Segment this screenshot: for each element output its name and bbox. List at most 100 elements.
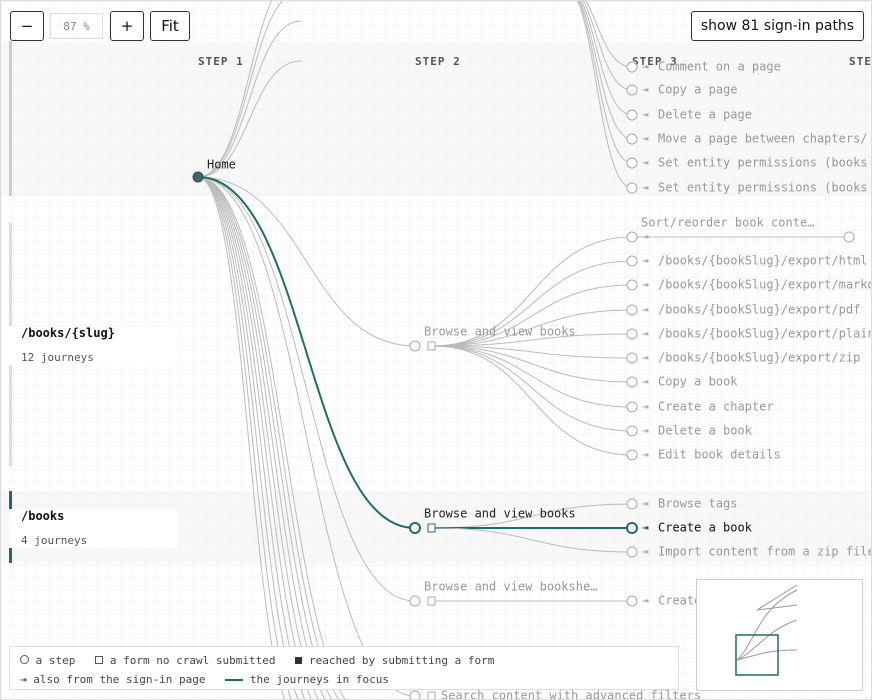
signin-icon: ⇥ — [642, 594, 649, 607]
edge — [432, 345, 633, 456]
edge — [197, 60, 302, 178]
signin-icon: ⇥ — [642, 400, 649, 413]
edge — [578, 1, 633, 164]
signin-icon: ⇥ — [642, 424, 649, 437]
node — [626, 133, 638, 145]
node — [192, 171, 204, 183]
zoom-out[interactable]: − — [10, 11, 44, 41]
sign-in-button[interactable]: show 81 sign-in paths — [691, 11, 864, 41]
group: /books 4 journeys — [9, 509, 177, 548]
node-label: Browse and view books — [424, 325, 576, 339]
node-label: Browse and view books — [424, 507, 576, 521]
edge — [432, 284, 633, 347]
edge — [197, 176, 416, 602]
edge — [585, 1, 633, 68]
node-label: /books/{bookSlug}/export/html — [658, 254, 868, 268]
step-header: STEP 1 — [198, 55, 244, 68]
node — [409, 690, 421, 699]
edge — [432, 309, 633, 347]
node-label: Import content from a zip file — [658, 545, 872, 559]
node — [626, 522, 638, 534]
minimap — [696, 579, 863, 691]
edge — [580, 1, 633, 116]
step-header: STEP 2 — [415, 55, 461, 68]
node-label: Move a page between chapters/ — [658, 132, 868, 146]
node-label: /books/{bookSlug}/export/pdf — [658, 303, 860, 317]
node-label: Copy a book — [658, 375, 738, 389]
node-label: Create a chapter — [658, 400, 774, 414]
group-bar — [9, 41, 12, 196]
node — [626, 84, 638, 96]
legend-item: a form no crawl submitted — [109, 654, 276, 667]
node — [626, 401, 638, 413]
legend-item: the journeys in focus — [249, 673, 390, 686]
edge — [197, 20, 302, 178]
edge — [197, 176, 312, 699]
group-count: 4 journeys — [21, 534, 88, 547]
signin-icon: ⇥ — [642, 497, 649, 510]
node — [626, 595, 638, 607]
edge — [432, 503, 633, 529]
node — [626, 498, 638, 510]
group-title: /books/{slug} — [21, 326, 115, 340]
form — [427, 596, 436, 606]
edge — [432, 333, 633, 347]
edge — [432, 527, 633, 553]
fit[interactable]: Fit — [150, 11, 190, 41]
legend: a step a form no crawl submitted reached… — [9, 646, 679, 690]
edge — [197, 1, 273, 178]
legend-item: reached by submitting a form — [308, 654, 495, 667]
node — [843, 231, 855, 243]
edge — [579, 1, 633, 140]
signin-icon: ⇥ — [642, 278, 649, 291]
node — [626, 255, 638, 267]
node — [409, 595, 421, 607]
edge — [432, 260, 633, 347]
node-label: /books/{bookSlug}/export/markdown — [658, 278, 872, 292]
zoom-value[interactable]: 87 % — [50, 13, 103, 39]
node-label: /books/{bookSlug}/export/zip — [658, 351, 860, 365]
edge — [197, 176, 416, 347]
edge — [432, 345, 633, 432]
band — [1, 41, 871, 196]
node — [409, 340, 421, 352]
signin-icon: ⇥ — [642, 327, 649, 340]
node-label: Edit book details — [658, 448, 781, 462]
node — [626, 449, 638, 461]
node — [626, 279, 638, 291]
edge — [197, 176, 299, 699]
node-label: Set entity permissions (books — [658, 181, 868, 195]
signin-icon: ⇥ — [642, 254, 649, 267]
edge — [197, 176, 339, 699]
step-header: STEP 3 — [632, 55, 678, 68]
signin-icon: ⇥ — [642, 351, 649, 364]
edge — [197, 176, 333, 699]
group-title: /books — [21, 509, 65, 523]
node-label: Search content with advanced filters — [441, 689, 701, 700]
node — [626, 109, 638, 121]
group: /books/{slug} 12 journeys — [9, 326, 177, 365]
edge — [577, 1, 633, 189]
node — [409, 522, 421, 534]
node — [626, 328, 638, 340]
node-label: Browse and view bookshe… — [424, 580, 597, 594]
node-label: Delete a page — [658, 108, 752, 122]
node-label: Comment on a page — [658, 60, 781, 74]
node-label: Copy a page — [658, 83, 737, 97]
node — [626, 157, 638, 169]
edge — [432, 236, 633, 347]
signin-icon: ⇥ — [642, 448, 649, 461]
form — [427, 341, 436, 351]
node-label: Sort/reorder book conte… — [641, 216, 814, 230]
signin-icon: ⇥ — [642, 60, 649, 73]
node — [626, 425, 638, 437]
signin-icon: ⇥ — [642, 83, 649, 96]
zoom-in[interactable]: + — [110, 11, 144, 41]
group-count: 12 journeys — [21, 351, 94, 364]
node — [626, 61, 638, 73]
form — [427, 523, 436, 533]
node-label: Delete a book — [658, 424, 753, 438]
edge — [197, 176, 292, 699]
node — [626, 182, 638, 194]
